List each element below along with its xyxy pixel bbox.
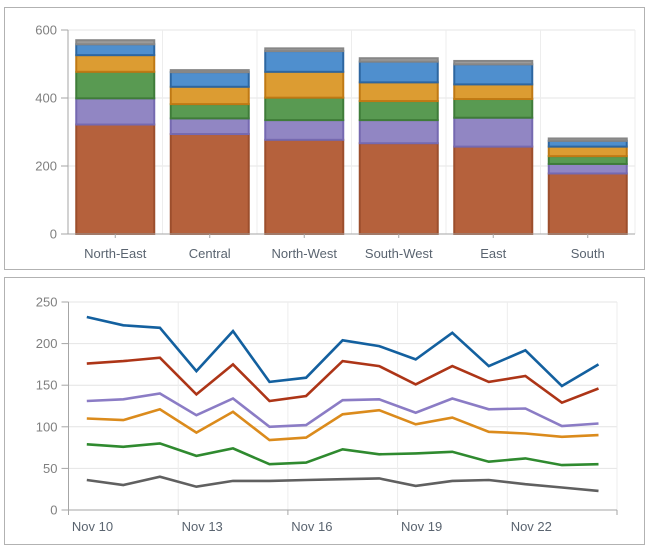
x-axis-label: Nov 10 <box>72 519 113 534</box>
x-axis-label: Nov 19 <box>401 519 442 534</box>
bar-segment-stack-level-3 <box>169 103 250 120</box>
bar-segment-stack-level-5 <box>358 60 439 84</box>
bar-segment-stack-level-4 <box>547 145 628 158</box>
bar-segment-stack-level-2 <box>264 119 345 141</box>
bar-segment-stack-level-3 <box>358 100 439 122</box>
y-axis-label: 0 <box>50 227 57 242</box>
bar-segment-stack-level-5 <box>169 71 250 88</box>
bar-segment-stack-level-1 <box>547 172 628 235</box>
bar-segment-stack-level-5 <box>75 43 156 57</box>
bar-segment-stack-level-2 <box>75 97 156 126</box>
bar-segment-stack-level-3 <box>547 155 628 165</box>
bar-segment-stack-level-4 <box>75 54 156 73</box>
bar-segment-stack-level-6 <box>547 137 628 142</box>
bar-segment-stack-level-1 <box>264 138 345 236</box>
y-axis-label: 600 <box>35 23 57 38</box>
series-line-4 <box>86 407 599 442</box>
y-axis-label: 200 <box>35 159 57 174</box>
bar-segment-stack-level-2 <box>169 117 250 136</box>
category-label: East <box>480 246 506 261</box>
bar-segment-stack-level-4 <box>358 81 439 103</box>
y-axis-label: 200 <box>36 336 58 351</box>
bar-segment-stack-level-1 <box>453 145 534 235</box>
y-axis-label: 400 <box>35 91 57 106</box>
bar-segment-stack-level-3 <box>75 70 156 100</box>
x-axis-label: Nov 13 <box>182 519 223 534</box>
bar-segment-stack-level-4 <box>453 83 534 101</box>
bar-segment-stack-level-3 <box>264 96 345 122</box>
bar-segment-stack-level-6 <box>169 69 250 74</box>
series-line-1 <box>86 315 600 388</box>
y-axis-label: 0 <box>50 503 57 518</box>
stacked-bar-chart-panel: 0 200 400 600 North-East Central North-West Sou… <box>4 7 645 270</box>
bar-segment-stack-level-4 <box>169 85 250 106</box>
category-label: South <box>571 246 605 261</box>
y-axis-label: 250 <box>36 295 58 310</box>
category-label: South-West <box>365 246 433 261</box>
bar-segment-stack-level-2 <box>547 162 628 175</box>
bar-segment-stack-level-5 <box>453 63 534 86</box>
bar-segment-stack-level-5 <box>264 50 345 73</box>
bar-segment-stack-level-3 <box>453 98 534 119</box>
series-line-3 <box>86 392 599 429</box>
bar-segment-stack-level-2 <box>358 119 439 145</box>
bar-segment-stack-level-1 <box>75 123 156 235</box>
y-axis-label: 100 <box>36 419 58 434</box>
series-line-2 <box>86 356 599 405</box>
bar-segment-stack-level-6 <box>453 59 534 66</box>
y-axis-label: 50 <box>43 461 57 476</box>
bar-segment-stack-level-4 <box>264 70 345 99</box>
line-chart-panel: 0 50 100 150 200 250 Nov 10 Nov 13 Nov 16 Nov 19 N… <box>4 277 645 545</box>
category-label: North-West <box>272 246 338 261</box>
category-label: Central <box>189 246 231 261</box>
stacked-bar-chart: 0 200 400 600 North-East Central North-West Sou… <box>35 23 636 261</box>
bar-segment-stack-level-1 <box>169 133 250 235</box>
line-chart: 0 50 100 150 200 250 Nov 10 Nov 13 Nov 16 Nov 19 N… <box>36 295 618 534</box>
series-line-6 <box>86 475 599 493</box>
series-line-5 <box>86 442 599 467</box>
bar-segment-stack-level-6 <box>75 39 156 46</box>
bar-segment-stack-level-6 <box>358 57 439 63</box>
y-axis-label: 150 <box>36 378 58 393</box>
bar-segment-stack-level-6 <box>264 47 345 53</box>
bar-segment-stack-level-1 <box>358 142 439 235</box>
bar-segment-stack-level-2 <box>453 116 534 148</box>
category-label: North-East <box>84 246 147 261</box>
x-axis-label: Nov 22 <box>511 519 552 534</box>
x-axis-label: Nov 16 <box>291 519 332 534</box>
